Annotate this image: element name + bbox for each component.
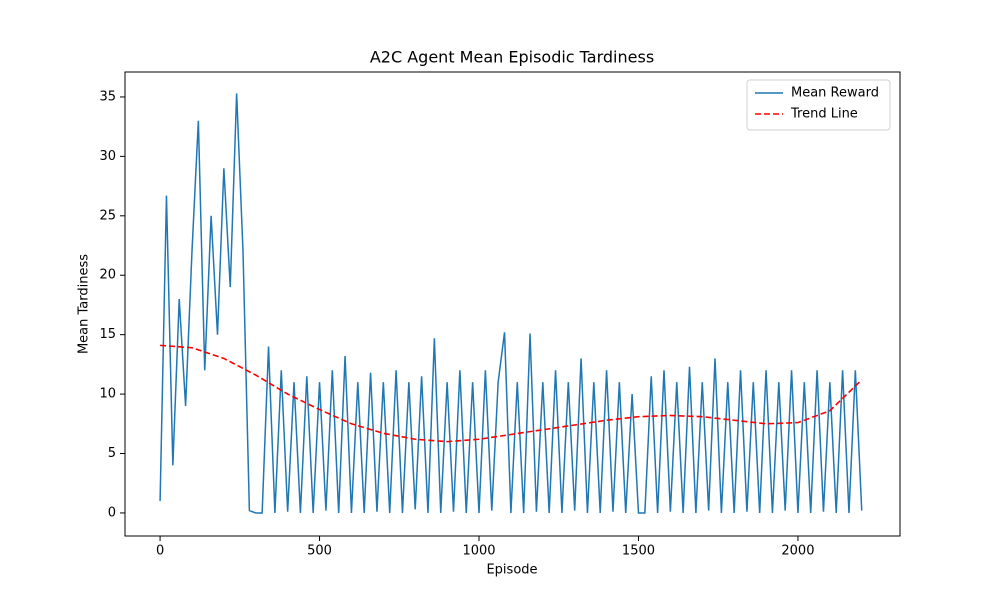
x-tick-label: 500 [307,544,332,559]
series-line [160,344,863,443]
y-tick-label: 10 [99,387,116,402]
y-tick-label: 35 [99,89,116,104]
chart-title: A2C Agent Mean Episodic Tardiness [370,48,654,67]
legend-label: Trend Line [790,107,858,122]
y-tick-label: 5 [108,446,116,461]
x-tick-label: 1500 [622,544,655,559]
x-tick-label: 0 [156,544,164,559]
series-line [159,93,863,514]
y-tick-label: 25 [99,208,116,223]
x-axis-label: Episode [486,563,537,578]
y-tick-label: 15 [99,327,116,342]
legend-label: Mean Reward [791,86,879,101]
y-tick-label: 20 [99,268,116,283]
y-tick-label: 30 [99,149,116,164]
x-tick-label: 2000 [781,544,814,559]
x-tick-label: 1000 [462,544,495,559]
y-axis-label: Mean Tardiness [77,254,92,354]
y-tick-label: 0 [108,505,116,520]
plot-frame [124,71,901,537]
